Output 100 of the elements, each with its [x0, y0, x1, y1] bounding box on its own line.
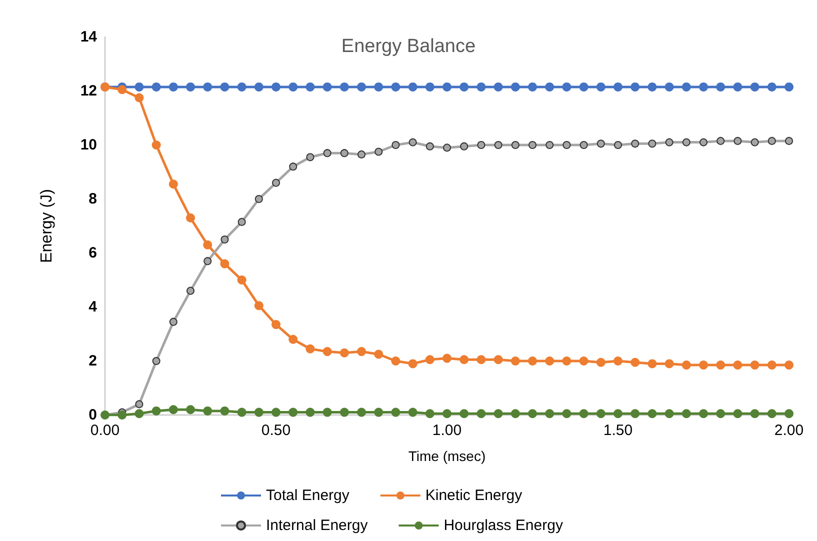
point [682, 82, 691, 92]
point [374, 82, 384, 92]
point [664, 409, 674, 418]
point [528, 141, 536, 149]
point [358, 150, 366, 158]
point [596, 82, 606, 92]
point [306, 82, 315, 92]
point [682, 360, 691, 370]
legend-label: Kinetic Energy [425, 487, 523, 504]
y-axis-title: Energy (J) [38, 189, 56, 263]
point [289, 162, 298, 171]
legend-label: Internal Energy [266, 517, 368, 534]
point [118, 85, 127, 94]
point [664, 82, 674, 92]
point [186, 82, 195, 92]
point [134, 82, 144, 92]
point [528, 82, 537, 92]
point [767, 409, 776, 418]
y-tick-label: 10 [80, 136, 97, 154]
x-axis-title: Time (msec) [408, 448, 486, 464]
y-tick-label: 6 [88, 244, 97, 262]
point [408, 359, 418, 368]
point [168, 405, 178, 414]
point [134, 409, 144, 418]
point [408, 82, 418, 92]
point [716, 409, 726, 418]
point [460, 142, 468, 150]
point [340, 408, 349, 417]
point [425, 409, 434, 418]
point [168, 82, 178, 92]
point [580, 141, 588, 149]
point [545, 82, 554, 92]
point [733, 409, 742, 418]
point [631, 140, 640, 148]
point [460, 409, 469, 418]
x-tick-label: 1.50 [603, 422, 633, 439]
x-tick-label: 0.50 [261, 422, 291, 439]
point [237, 276, 246, 284]
point [664, 359, 674, 368]
legend-label: Hourglass Energy [444, 517, 564, 534]
point [562, 409, 572, 418]
point [648, 140, 656, 148]
point [357, 347, 366, 356]
point [511, 141, 520, 149]
point [596, 140, 605, 148]
point [152, 82, 161, 92]
point [494, 409, 503, 418]
point [648, 359, 657, 368]
point [476, 355, 486, 364]
point [374, 148, 383, 156]
point [682, 138, 690, 146]
point [152, 406, 161, 416]
y-tick-label: 12 [80, 82, 97, 100]
point [152, 140, 161, 150]
point [306, 408, 315, 417]
point [323, 149, 332, 158]
point [374, 408, 384, 417]
point [322, 82, 332, 92]
point [204, 257, 212, 266]
point [220, 82, 230, 92]
point [716, 82, 726, 92]
point [135, 400, 144, 408]
point [699, 360, 708, 370]
point [476, 409, 486, 418]
point [614, 356, 622, 366]
point [340, 149, 348, 158]
point [203, 240, 212, 250]
point [408, 138, 417, 146]
point [750, 409, 760, 418]
x-tick-label: 2.00 [774, 422, 804, 439]
point [374, 350, 384, 359]
point [510, 82, 520, 92]
legend-label: Total Energy [266, 487, 350, 504]
point [391, 356, 400, 366]
point [476, 82, 486, 92]
point [425, 82, 434, 92]
y-tick-label: 2 [88, 352, 97, 370]
point [562, 356, 572, 366]
point [134, 93, 144, 102]
point [528, 409, 537, 418]
point [391, 408, 400, 417]
point [665, 138, 674, 146]
point [546, 141, 554, 149]
point [614, 141, 622, 149]
point [699, 409, 708, 418]
x-tick-label: 0.00 [90, 422, 120, 439]
point [733, 82, 742, 92]
y-tick-label: 8 [88, 190, 97, 208]
point [408, 408, 418, 417]
point [579, 82, 588, 92]
point [391, 82, 400, 92]
point [494, 355, 503, 364]
y-tick-label: 4 [88, 298, 98, 316]
point [460, 355, 469, 364]
point [682, 409, 691, 418]
point [238, 218, 246, 226]
point [288, 82, 298, 92]
point [272, 178, 280, 187]
point [460, 82, 469, 92]
point [237, 82, 246, 92]
